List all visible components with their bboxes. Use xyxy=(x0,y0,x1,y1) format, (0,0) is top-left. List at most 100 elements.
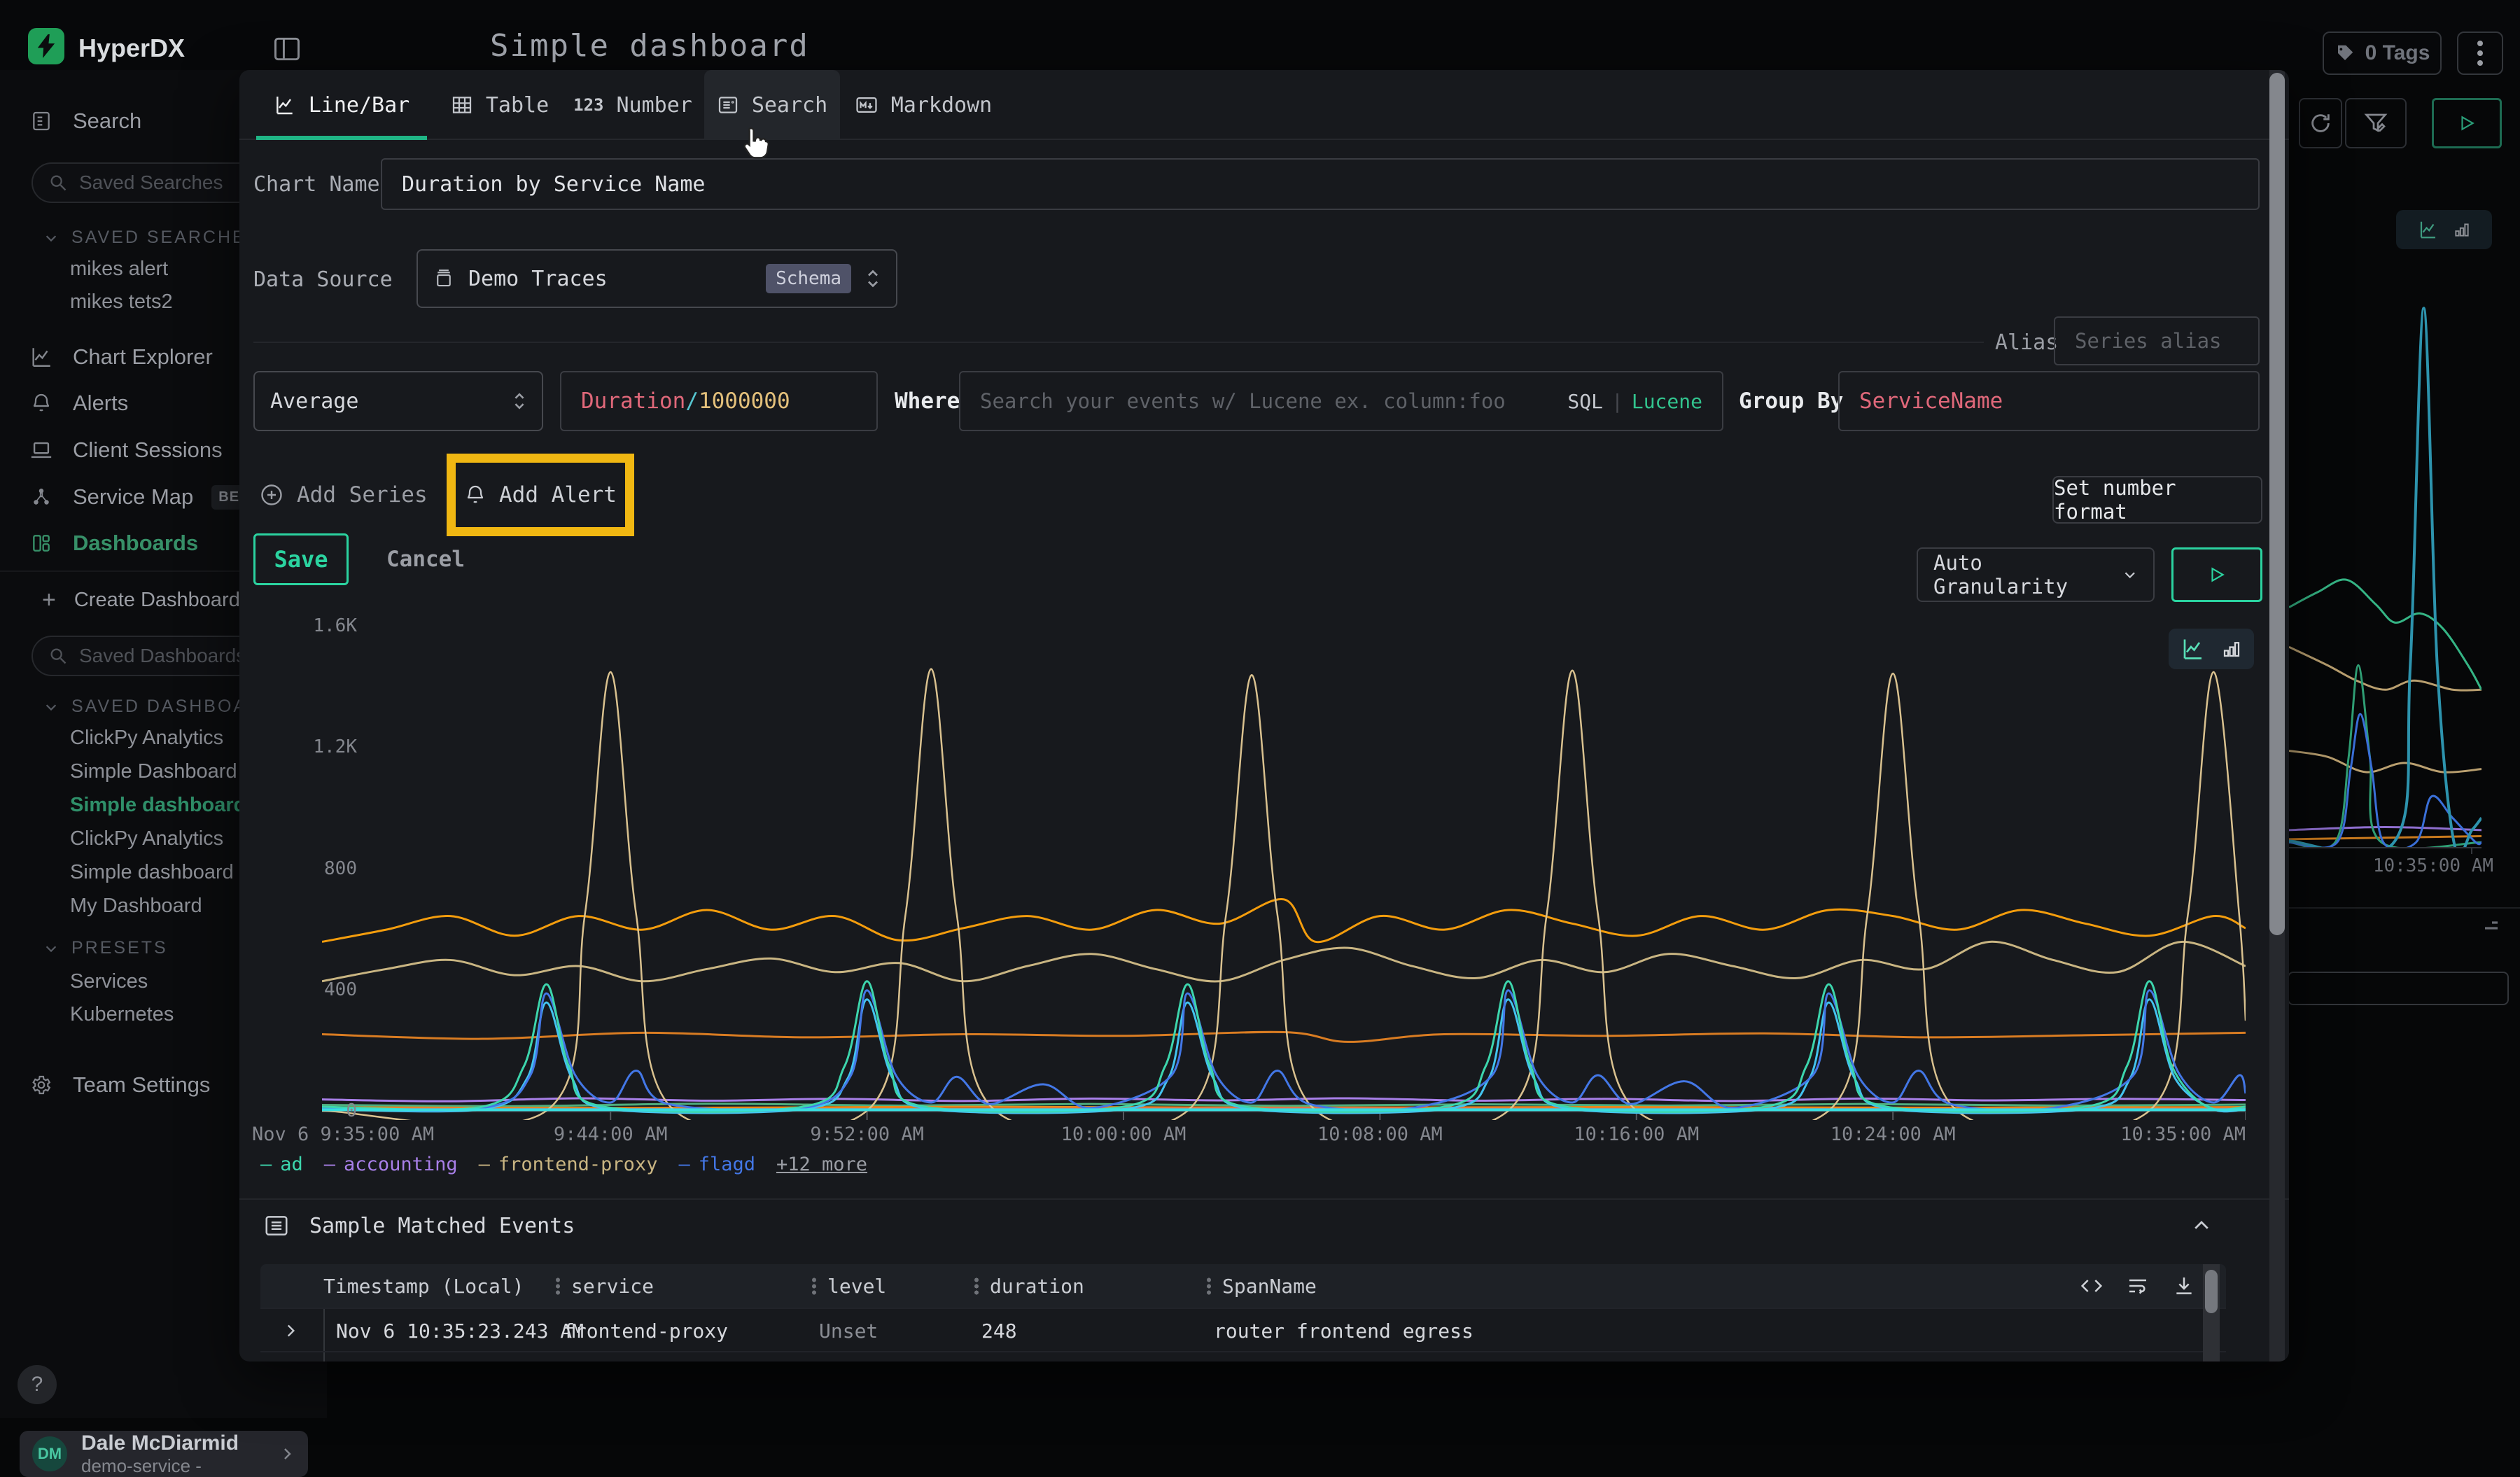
y-tick-label: 400 xyxy=(294,979,357,1000)
add-series-button[interactable]: Add Series xyxy=(259,468,428,522)
filter-button[interactable] xyxy=(2345,98,2407,148)
drag-handle-icon[interactable] xyxy=(811,1277,818,1295)
create-dashboard-button[interactable]: + Create Dashboard xyxy=(42,587,240,614)
collapse-section-icon[interactable] xyxy=(2191,1215,2212,1236)
dashboard-item-active[interactable]: Simple dashboard xyxy=(70,794,246,817)
add-alert-label: Add Alert xyxy=(499,482,617,507)
granularity-select[interactable]: Auto Granularity xyxy=(1917,547,2155,602)
field-part: Duration xyxy=(581,388,685,414)
drag-handle-icon[interactable] xyxy=(554,1277,561,1295)
select-chevrons-icon xyxy=(512,391,526,411)
expand-row-icon[interactable] xyxy=(281,1322,300,1340)
aggregation-fn-select[interactable]: Average xyxy=(253,371,543,431)
plus-circle-icon xyxy=(259,482,284,507)
sidebar-item-search[interactable]: Search xyxy=(28,108,141,134)
dashboard-item[interactable]: Simple dashboard xyxy=(70,861,234,884)
legend-item[interactable]: —accounting xyxy=(324,1154,458,1175)
saved-search-item[interactable]: mikes tets2 xyxy=(70,290,173,314)
sql-toggle[interactable]: SQL xyxy=(1567,390,1603,413)
run-chart-button[interactable] xyxy=(2171,547,2262,602)
x-tick-label: 10:35:00 AM xyxy=(2064,1124,2246,1145)
saved-search-item[interactable]: mikes alert xyxy=(70,258,168,281)
user-card[interactable]: DM Dale McDiarmid demo-service - xyxy=(20,1431,308,1477)
table-row[interactable]: Nov 6 10:35:23.243 AM frontend-proxy Uns… xyxy=(260,1308,2226,1351)
table-scrollbar-thumb[interactable] xyxy=(2205,1270,2218,1313)
app-name: HyperDX xyxy=(78,34,185,63)
refresh-button[interactable] xyxy=(2299,98,2342,148)
run-query-button-background[interactable] xyxy=(2432,98,2502,148)
x-tick-label: 9:52:00 AM xyxy=(776,1124,958,1145)
legend-item[interactable]: —frontend-proxy xyxy=(479,1154,658,1175)
col-level[interactable]: level xyxy=(811,1264,886,1308)
help-button[interactable]: ? xyxy=(18,1365,57,1404)
tab-label: Search xyxy=(752,93,827,118)
dashboard-item[interactable]: ClickPy Analytics xyxy=(70,727,223,750)
where-input[interactable]: Search your events w/ Lucene ex. column:… xyxy=(959,371,1723,431)
line-chart[interactable] xyxy=(322,626,2246,1120)
wrap-text-icon[interactable] xyxy=(2127,1275,2149,1297)
page-title: Simple dashboard xyxy=(490,28,809,64)
chevron-down-icon xyxy=(2122,566,2138,583)
y-tick-label: 0 xyxy=(294,1100,357,1121)
drag-handle-icon[interactable] xyxy=(1205,1277,1212,1295)
lucene-toggle[interactable]: Lucene xyxy=(1632,390,1702,413)
preset-item[interactable]: Services xyxy=(70,970,148,993)
add-alert-button-highlighted[interactable]: Add Alert xyxy=(447,454,634,536)
modal-scrollbar-thumb[interactable] xyxy=(2269,73,2285,935)
toggle-separator: | xyxy=(1603,390,1632,413)
col-spanname[interactable]: SpanName xyxy=(1205,1264,1317,1308)
kebab-menu-button[interactable] xyxy=(2457,31,2503,75)
save-button[interactable]: Save xyxy=(253,533,349,585)
group-presets[interactable]: PRESETS xyxy=(43,938,168,958)
col-service[interactable]: service xyxy=(554,1264,654,1308)
legend-more-link[interactable]: +12 more xyxy=(776,1154,867,1175)
database-icon xyxy=(433,267,454,290)
chart-legend: —ad —accounting —frontend-proxy —flagd +… xyxy=(260,1154,867,1175)
dashboard-item[interactable]: My Dashboard xyxy=(70,895,202,918)
data-source-select[interactable]: Demo Traces Schema xyxy=(416,249,897,308)
legend-item[interactable]: —ad xyxy=(260,1154,303,1175)
background-divider xyxy=(2289,907,2520,909)
tags-button[interactable]: 0 Tags xyxy=(2323,31,2442,75)
tags-label: 0 Tags xyxy=(2365,41,2430,65)
sidebar-item-alerts[interactable]: Alerts xyxy=(28,391,128,416)
table-row-clipped[interactable]: Nov 6 10:35:23.243 AM frontend-proxy Uns… xyxy=(260,1351,2226,1362)
col-timestamp[interactable]: Timestamp (Local) xyxy=(323,1264,524,1308)
cancel-button[interactable]: Cancel xyxy=(377,533,475,585)
sidebar-item-service-map[interactable]: Service Map BETA xyxy=(28,484,265,510)
field-part: / xyxy=(685,388,699,414)
save-label: Save xyxy=(274,546,328,573)
col-duration[interactable]: duration xyxy=(973,1264,1084,1308)
dashboard-item[interactable]: Simple Dashboard xyxy=(70,760,237,783)
tab-markdown[interactable]: Markdown xyxy=(850,70,997,140)
sample-events-table[interactable]: Timestamp (Local) service level duration… xyxy=(260,1264,2226,1362)
tag-icon xyxy=(2334,43,2356,64)
group-by-input[interactable]: ServiceName xyxy=(1838,371,2260,431)
sidebar-item-client-sessions[interactable]: Client Sessions xyxy=(28,438,223,463)
resize-handle-icon[interactable] xyxy=(2484,917,2499,930)
cell-service: frontend-proxy xyxy=(563,1309,728,1352)
sidebar-item-dashboards[interactable]: Dashboards xyxy=(28,531,198,556)
sidebar-item-team-settings[interactable]: Team Settings xyxy=(28,1072,210,1098)
legend-item[interactable]: —flagd xyxy=(678,1154,755,1175)
drag-handle-icon[interactable] xyxy=(973,1277,980,1295)
group-saved-searches[interactable]: SAVED SEARCHES xyxy=(43,227,260,248)
create-dashboard-label: Create Dashboard xyxy=(74,589,240,612)
preset-item[interactable]: Kubernetes xyxy=(70,1003,174,1026)
sidebar-item-chart-explorer[interactable]: Chart Explorer xyxy=(28,344,213,370)
sidebar-item-label: Chart Explorer xyxy=(73,344,213,370)
dashboard-item[interactable]: ClickPy Analytics xyxy=(70,827,223,850)
tab-table[interactable]: Table xyxy=(444,70,556,140)
tab-line-bar[interactable]: Line/Bar xyxy=(256,70,427,140)
download-icon[interactable] xyxy=(2173,1275,2195,1297)
data-source-label: Data Source xyxy=(253,267,393,292)
set-number-format-button[interactable]: Set number format xyxy=(2052,476,2262,524)
code-icon[interactable] xyxy=(2080,1275,2103,1297)
tab-number[interactable]: 123 Number xyxy=(570,70,696,140)
chart-name-input[interactable]: Duration by Service Name xyxy=(381,158,2260,210)
sidebar-collapse-icon[interactable] xyxy=(272,34,302,64)
bell-icon xyxy=(464,484,486,506)
aggregation-field-input[interactable]: Duration/1000000 xyxy=(560,371,878,431)
series-alias-input[interactable]: Series alias xyxy=(2054,316,2260,365)
kebab-icon xyxy=(2477,41,2483,66)
